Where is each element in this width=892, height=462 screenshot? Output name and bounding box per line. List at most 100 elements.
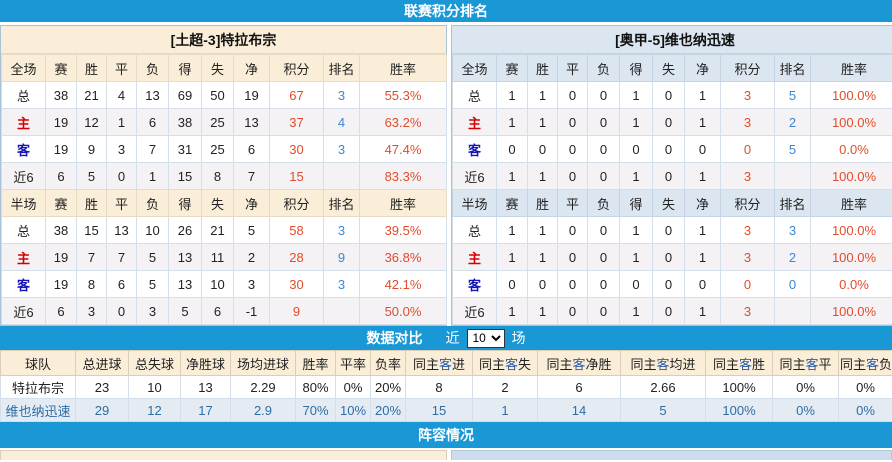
stat-cell: 58 bbox=[269, 216, 324, 244]
stat-cell: 100.0% bbox=[810, 162, 892, 190]
stat-cell: 0 bbox=[652, 243, 685, 271]
table-row: 近6 6 3 0 3 5 6 -1 9 50.0% bbox=[1, 297, 447, 325]
stat-cell: 12 bbox=[76, 108, 107, 136]
stat-cell: 38 bbox=[168, 108, 202, 136]
stat-cell: 1 bbox=[684, 243, 721, 271]
table-row: 近6 6 5 0 1 15 8 7 15 83.3% bbox=[1, 162, 447, 190]
stat-cell: 3 bbox=[720, 162, 775, 190]
stat-cell: 100.0% bbox=[810, 81, 892, 109]
column-header: 胜 bbox=[527, 189, 558, 217]
stat-cell: 30 bbox=[269, 135, 324, 163]
stat-cell: 0 bbox=[587, 162, 620, 190]
stat-cell: 1 bbox=[619, 81, 653, 109]
stat-cell: 1 bbox=[106, 108, 137, 136]
column-header: 胜 bbox=[527, 54, 558, 82]
stat-cell: 1 bbox=[527, 216, 558, 244]
stat-cell: 1 bbox=[496, 243, 528, 271]
stat-cell: 9 bbox=[323, 243, 360, 271]
stat-cell: 1 bbox=[527, 243, 558, 271]
next-section-home-header-partial bbox=[0, 450, 447, 460]
column-header: 得 bbox=[168, 54, 202, 82]
column-header: 负 bbox=[587, 189, 620, 217]
row-label: 主 bbox=[452, 243, 497, 271]
column-header: 负 bbox=[136, 54, 169, 82]
stat-cell: 3 bbox=[136, 297, 169, 325]
stat-cell: 3 bbox=[720, 108, 775, 136]
column-header: 积分 bbox=[269, 189, 324, 217]
table-row: 总 38 21 4 13 69 50 19 67 3 55.3% bbox=[1, 81, 447, 109]
stat-cell: 0 bbox=[587, 135, 620, 163]
stat-cell: 3 bbox=[720, 243, 775, 271]
row-label: 近6 bbox=[1, 162, 46, 190]
stat-cell: 6 bbox=[106, 270, 137, 298]
column-header: 胜率 bbox=[295, 350, 336, 376]
stat-cell: 83.3% bbox=[359, 162, 447, 190]
stat-cell: 19 bbox=[45, 135, 77, 163]
column-header: 胜率 bbox=[359, 54, 447, 82]
column-header: 平 bbox=[557, 189, 588, 217]
stat-cell: 0 bbox=[587, 81, 620, 109]
stat-cell: 80% bbox=[295, 375, 336, 399]
row-label: 总 bbox=[452, 81, 497, 109]
stat-cell: 0 bbox=[652, 108, 685, 136]
row-label: 主 bbox=[1, 108, 46, 136]
stat-cell: 5 bbox=[774, 135, 811, 163]
column-header: 同主客均进 bbox=[620, 350, 706, 376]
stat-cell: 5 bbox=[620, 398, 706, 422]
row-label: 主 bbox=[1, 243, 46, 271]
stat-cell: 5 bbox=[136, 243, 169, 271]
recent-matches-select[interactable]: 10 bbox=[466, 328, 505, 348]
stat-cell: 0 bbox=[652, 216, 685, 244]
stat-cell: 3 bbox=[323, 81, 360, 109]
stat-cell: 0 bbox=[557, 81, 588, 109]
next-section-away-header-partial bbox=[451, 450, 892, 460]
stat-cell: 0 bbox=[720, 135, 775, 163]
stat-cell: 1 bbox=[619, 216, 653, 244]
stat-cell: 0 bbox=[774, 270, 811, 298]
recent-label: 近 bbox=[445, 330, 460, 346]
table-row: 总 38 15 13 10 26 21 5 58 3 39.5% bbox=[1, 216, 447, 244]
column-header: 平 bbox=[106, 54, 137, 82]
column-header: 失 bbox=[201, 189, 234, 217]
stat-cell: 1 bbox=[619, 243, 653, 271]
row-label: 客 bbox=[1, 135, 46, 163]
stat-cell: 9 bbox=[269, 297, 324, 325]
stat-cell: 0 bbox=[557, 135, 588, 163]
stat-cell: 1 bbox=[496, 162, 528, 190]
column-header: 平 bbox=[106, 189, 137, 217]
stat-cell: 0% bbox=[838, 375, 892, 399]
stat-cell: 0% bbox=[838, 398, 892, 422]
stat-cell: 13 bbox=[136, 81, 169, 109]
stat-cell: 25 bbox=[201, 108, 234, 136]
stat-cell: 0 bbox=[496, 270, 528, 298]
league-ranking-title: 联赛积分排名 bbox=[404, 3, 488, 19]
stat-cell: 2.9 bbox=[230, 398, 296, 422]
stat-cell: 0 bbox=[587, 270, 620, 298]
column-header: 赛 bbox=[496, 189, 528, 217]
stat-cell: 0 bbox=[106, 297, 137, 325]
table-row: 主 1 1 0 0 1 0 1 3 2 100.0% bbox=[452, 243, 892, 271]
team-name-cell: 维也纳迅速 bbox=[0, 398, 76, 422]
comparison-header-row: 球队 总进球 总失球 净胜球 场均进球 胜率 平率 负率 同主客进 同主客失 同主客净胜 同主客均进同… bbox=[0, 350, 892, 376]
column-header: 赛 bbox=[45, 189, 77, 217]
row-label: 近6 bbox=[1, 297, 46, 325]
table-row: 总 1 1 0 0 1 0 1 3 5 100.0% bbox=[452, 81, 892, 109]
stat-cell: 0 bbox=[652, 270, 685, 298]
stat-cell: 2 bbox=[472, 375, 538, 399]
stat-cell: 100% bbox=[705, 398, 773, 422]
stat-cell: 0 bbox=[527, 135, 558, 163]
table-row: 主 19 12 1 6 38 25 13 37 4 63.2% bbox=[1, 108, 447, 136]
data-comparison-title: 数据对比 bbox=[366, 330, 423, 346]
stat-cell: 14 bbox=[537, 398, 621, 422]
stat-cell: 1 bbox=[684, 162, 721, 190]
stat-cell: 0 bbox=[652, 81, 685, 109]
column-header: 排名 bbox=[774, 54, 811, 82]
table-row: 主 19 7 7 5 13 11 2 28 9 36.8% bbox=[1, 243, 447, 271]
stat-cell: 70% bbox=[295, 398, 336, 422]
stat-cell: 8 bbox=[76, 270, 107, 298]
stat-cell bbox=[323, 297, 360, 325]
stat-cell: 15 bbox=[405, 398, 473, 422]
comparison-row: 维也纳迅速 29 12 17 2.9 70% 10% 20% 15 1 14 5 100% 0% 0% bbox=[0, 398, 892, 422]
stat-cell: 3 bbox=[323, 270, 360, 298]
